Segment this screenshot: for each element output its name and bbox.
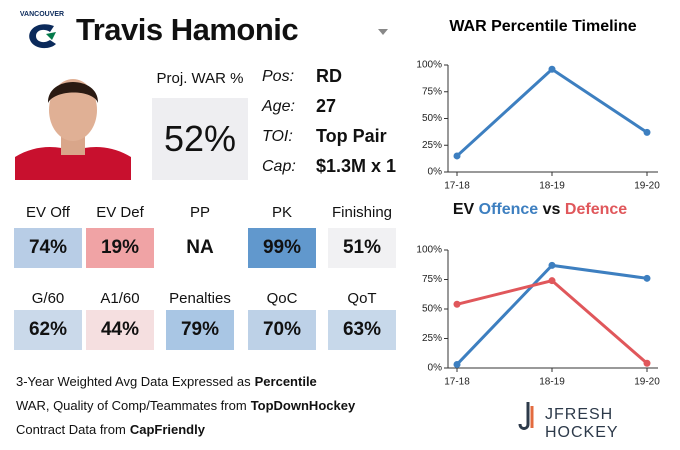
x-tick-label: 19-20 (634, 377, 660, 388)
stat-label: PP (189, 204, 210, 221)
data-point (453, 300, 461, 308)
footer-source: CapFriendly (129, 422, 205, 437)
info-label: Pos: (262, 68, 295, 85)
data-point (643, 128, 651, 136)
info-value: $1.3M x 1 (316, 156, 397, 176)
data-point (453, 360, 461, 368)
footer-text: WAR, Quality of Comp/Teammates from (16, 398, 247, 413)
stat-value: 44% (86, 310, 154, 350)
brand-name: JFRESH HOCKEY (545, 406, 619, 441)
y-tick-label: 50% (422, 113, 442, 124)
y-tick-label: 25% (422, 140, 442, 151)
title-text: EV (453, 201, 475, 218)
data-point (548, 277, 556, 285)
stat-value: 51% (328, 228, 396, 268)
info-value: RD (316, 66, 342, 86)
chart-title: WAR Percentile Timeline (449, 18, 636, 35)
info-label: Age: (262, 98, 295, 115)
data-point (548, 261, 556, 269)
stat-label: QoT (347, 290, 377, 307)
y-tick-label: 75% (422, 86, 442, 97)
y-tick-label: 0% (428, 363, 443, 374)
stat-label: Finishing (331, 204, 393, 221)
proj-war-value: 52% (152, 98, 248, 180)
stat-value: NA (166, 228, 234, 268)
stat-value: 63% (328, 310, 396, 350)
dropdown-arrow[interactable] (378, 28, 388, 36)
stat-label: QoC (266, 290, 298, 307)
stat-value: 79% (166, 310, 234, 350)
footer-line: WAR, Quality of Comp/Teammates from TopDo… (16, 398, 355, 413)
title-text: vs (543, 201, 561, 218)
y-tick-label: 25% (422, 333, 442, 344)
footer-line: Contract Data from CapFriendly (16, 422, 205, 437)
data-point (453, 152, 461, 160)
player-photo (15, 65, 131, 180)
footer-source: Percentile (254, 374, 317, 389)
stat-label: EV Off (26, 204, 70, 221)
series-line (456, 279, 648, 365)
footer-text: 3-Year Weighted Avg Data Expressed as (16, 374, 251, 389)
stat-value: 74% (14, 228, 82, 268)
x-tick-label: 17-18 (444, 377, 470, 388)
footer-source: TopDownHockey (250, 398, 356, 413)
legend-entry: Offence (479, 201, 539, 218)
stat-value: 19% (86, 228, 154, 268)
chart-title: EV Offence vs Defence (453, 201, 627, 218)
info-value: 27 (316, 96, 337, 116)
x-tick-label: 17-18 (444, 181, 470, 192)
legend-entry: Defence (565, 201, 627, 218)
player-name: Travis Hamonic (76, 12, 299, 47)
stat-label: PK (271, 204, 292, 221)
team-logo: VANCOUVER (20, 11, 64, 49)
stat-label: G/60 (31, 290, 65, 307)
team-name: VANCOUVER (20, 11, 64, 18)
stat-value: 70% (248, 310, 316, 350)
proj-war-label: Proj. WAR % (156, 70, 244, 87)
x-tick-label: 19-20 (634, 181, 660, 192)
data-point (643, 274, 651, 282)
footer-text: Contract Data from (16, 422, 126, 437)
y-tick-label: 50% (422, 304, 442, 315)
x-tick-label: 18-19 (539, 181, 565, 192)
stat-label: A1/60 (100, 290, 140, 307)
x-tick-label: 18-19 (539, 377, 565, 388)
stat-value: 62% (14, 310, 82, 350)
stat-label: Penalties (169, 290, 231, 307)
footer-line: 3-Year Weighted Avg Data Expressed as Per… (16, 374, 317, 389)
info-value: Top Pair (316, 126, 387, 146)
stat-label: EV Def (96, 204, 144, 221)
info-label: TOI: (262, 128, 293, 145)
info-label: Cap: (262, 158, 296, 175)
y-tick-label: 75% (422, 274, 442, 285)
y-tick-label: 0% (428, 167, 443, 178)
data-point (643, 359, 651, 367)
y-tick-label: 100% (416, 245, 442, 256)
data-point (548, 65, 556, 73)
y-tick-label: 100% (416, 60, 442, 71)
stat-value: 99% (248, 228, 316, 268)
series-line (455, 67, 648, 158)
brand-logo (518, 402, 534, 430)
